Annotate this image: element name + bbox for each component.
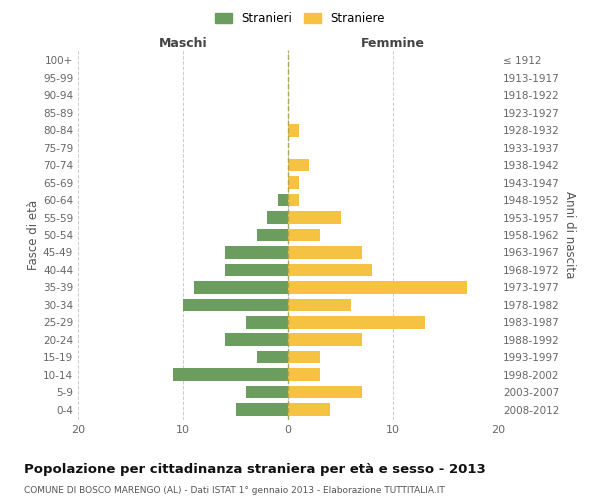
- Y-axis label: Fasce di età: Fasce di età: [27, 200, 40, 270]
- Bar: [225, 264, 288, 276]
- Y-axis label: Anni di nascita: Anni di nascita: [563, 192, 576, 278]
- Bar: [288, 368, 320, 381]
- Bar: [288, 228, 320, 241]
- Bar: [288, 264, 372, 276]
- Bar: [235, 403, 288, 416]
- Bar: [257, 228, 288, 241]
- Bar: [225, 334, 288, 346]
- Bar: [288, 316, 425, 328]
- Bar: [173, 368, 288, 381]
- Bar: [257, 351, 288, 364]
- Text: Maschi: Maschi: [158, 37, 208, 50]
- Bar: [193, 281, 288, 293]
- Bar: [288, 351, 320, 364]
- Bar: [288, 298, 351, 311]
- Legend: Stranieri, Straniere: Stranieri, Straniere: [212, 8, 388, 28]
- Bar: [288, 246, 361, 258]
- Bar: [288, 386, 361, 398]
- Bar: [267, 212, 288, 224]
- Bar: [288, 212, 341, 224]
- Bar: [225, 246, 288, 258]
- Text: Femmine: Femmine: [361, 37, 425, 50]
- Bar: [246, 316, 288, 328]
- Bar: [288, 159, 309, 172]
- Bar: [288, 194, 299, 206]
- Text: Popolazione per cittadinanza straniera per età e sesso - 2013: Popolazione per cittadinanza straniera p…: [24, 462, 486, 475]
- Bar: [288, 334, 361, 346]
- Bar: [246, 386, 288, 398]
- Bar: [288, 403, 330, 416]
- Bar: [288, 281, 467, 293]
- Bar: [288, 176, 299, 189]
- Bar: [183, 298, 288, 311]
- Bar: [288, 124, 299, 136]
- Bar: [277, 194, 288, 206]
- Text: COMUNE DI BOSCO MARENGO (AL) - Dati ISTAT 1° gennaio 2013 - Elaborazione TUTTITA: COMUNE DI BOSCO MARENGO (AL) - Dati ISTA…: [24, 486, 445, 495]
